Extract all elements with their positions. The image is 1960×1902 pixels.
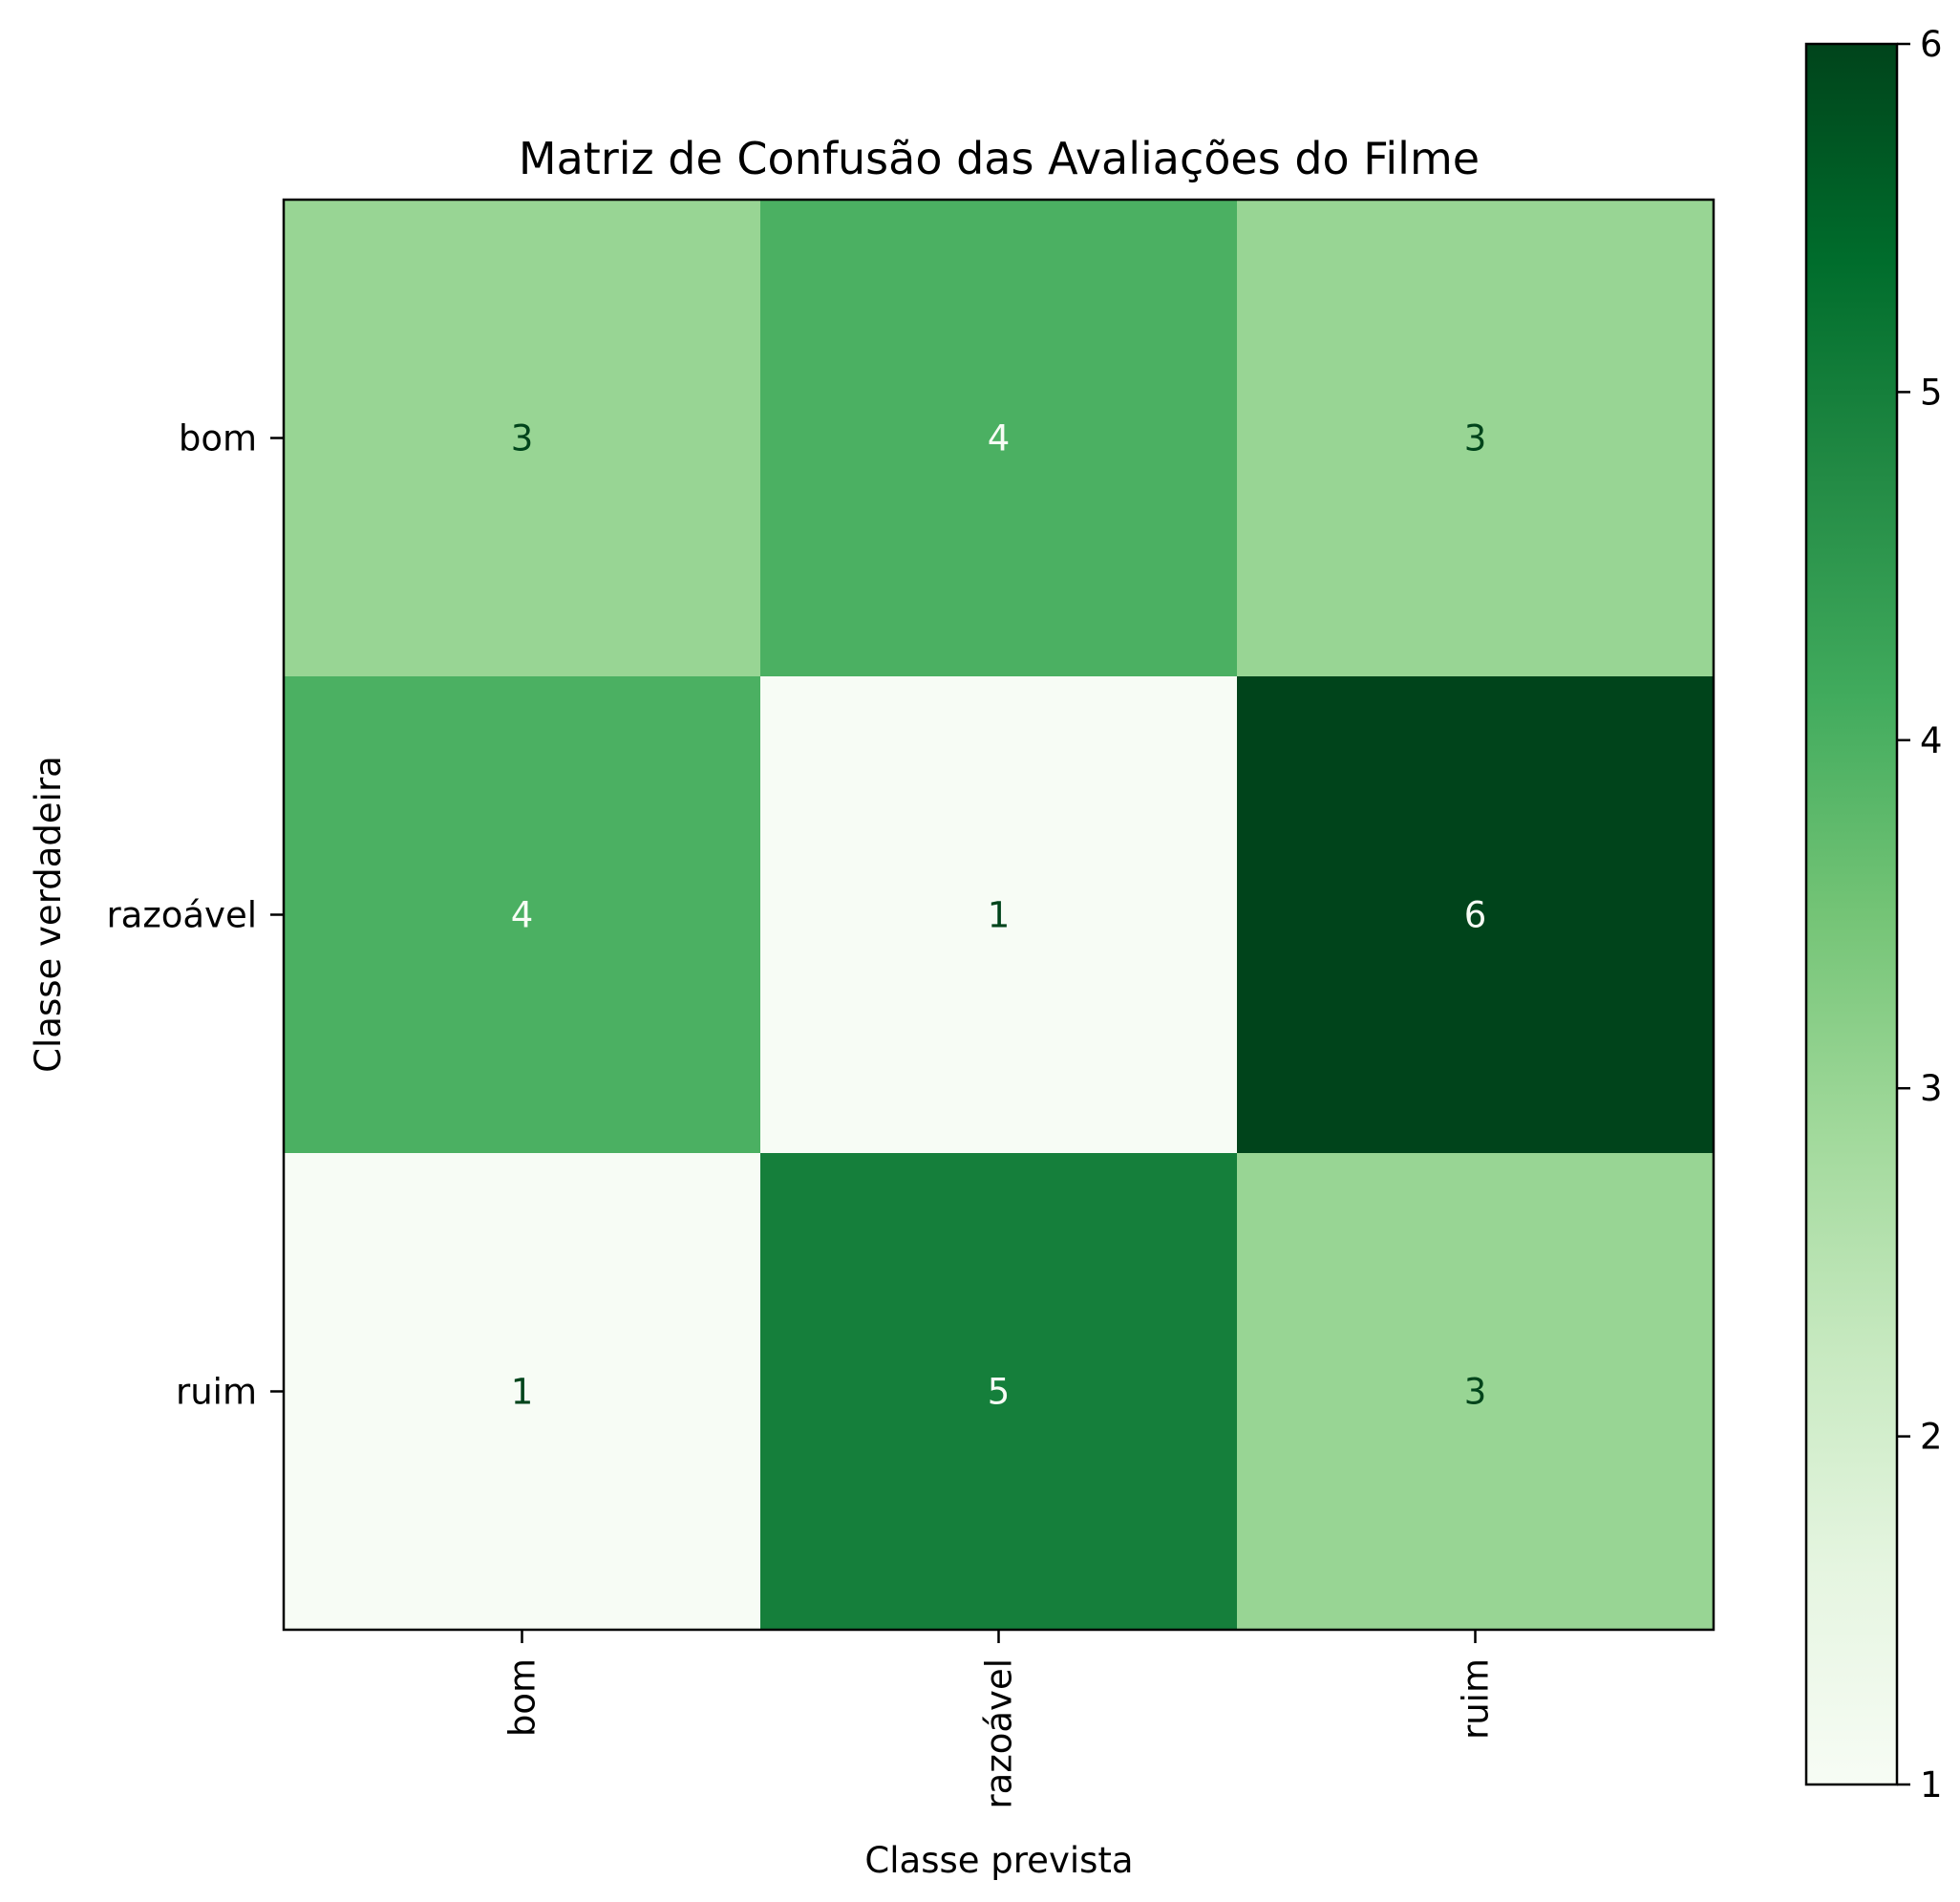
colorbar-tick-label: 3 <box>1920 1068 1943 1109</box>
colorbar-ticks: 1 2 3 4 5 6 <box>1897 24 1943 1806</box>
y-tick-label: razoável <box>106 895 257 936</box>
cell-value-label: 4 <box>988 418 1011 459</box>
colorbar-tick-label: 1 <box>1920 1764 1943 1806</box>
heatmap-cell <box>284 200 761 677</box>
heatmap-cell <box>284 676 761 1154</box>
heatmap-cell <box>284 1153 761 1631</box>
y-tick-label: ruim <box>176 1372 257 1413</box>
x-tick-label: bom <box>502 1658 543 1737</box>
cell-value-label: 5 <box>988 1372 1011 1413</box>
colorbar-tick-label: 6 <box>1920 24 1943 65</box>
heatmap-cell <box>1237 200 1715 677</box>
colorbar <box>1804 42 1899 1786</box>
colorbar-tick-label: 5 <box>1920 372 1943 413</box>
y-axis-ticks: bom razoável ruim <box>106 418 284 1413</box>
cell-value-label: 1 <box>988 895 1011 936</box>
x-axis-label: Classe prevista <box>864 1840 1133 1881</box>
cell-value-label: 3 <box>1464 418 1487 459</box>
cell-value-label: 4 <box>511 895 534 936</box>
x-axis-ticks: bom razoável ruim <box>502 1630 1497 1809</box>
heatmap-cell <box>760 200 1238 677</box>
heatmap-cell <box>1237 676 1715 1154</box>
chart-title: Matriz de Confusão das Avaliações do Fil… <box>519 133 1480 184</box>
heatmap-cell <box>1237 1153 1715 1631</box>
heatmap-cell <box>760 1153 1238 1631</box>
y-axis-label: Classe verdadeira <box>28 756 69 1073</box>
x-tick-label: razoável <box>979 1658 1020 1809</box>
heatmap-cell <box>760 676 1238 1154</box>
cell-value-label: 1 <box>511 1372 534 1413</box>
cell-value-label: 6 <box>1464 895 1487 936</box>
x-tick-label: ruim <box>1456 1658 1497 1740</box>
heatmap-cells <box>284 200 1715 1631</box>
heatmap-cell-labels: 3 4 3 4 1 6 1 5 3 <box>511 418 1487 1413</box>
cell-value-label: 3 <box>511 418 534 459</box>
colorbar-tick-label: 4 <box>1920 720 1943 761</box>
y-tick-label: bom <box>179 418 257 459</box>
cell-value-label: 3 <box>1464 1372 1487 1413</box>
colorbar-tick-label: 2 <box>1920 1417 1943 1458</box>
